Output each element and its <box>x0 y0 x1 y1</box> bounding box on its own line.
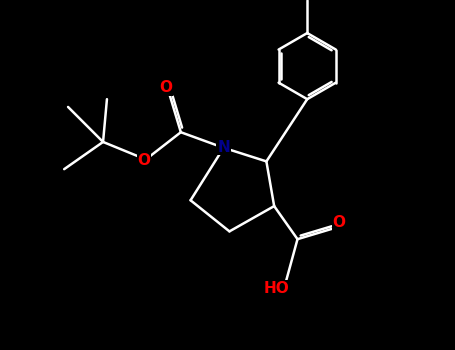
Text: HO: HO <box>263 281 289 296</box>
Text: N: N <box>217 140 230 154</box>
Text: O: O <box>137 153 151 168</box>
Text: O: O <box>333 215 346 230</box>
Text: O: O <box>159 80 172 95</box>
